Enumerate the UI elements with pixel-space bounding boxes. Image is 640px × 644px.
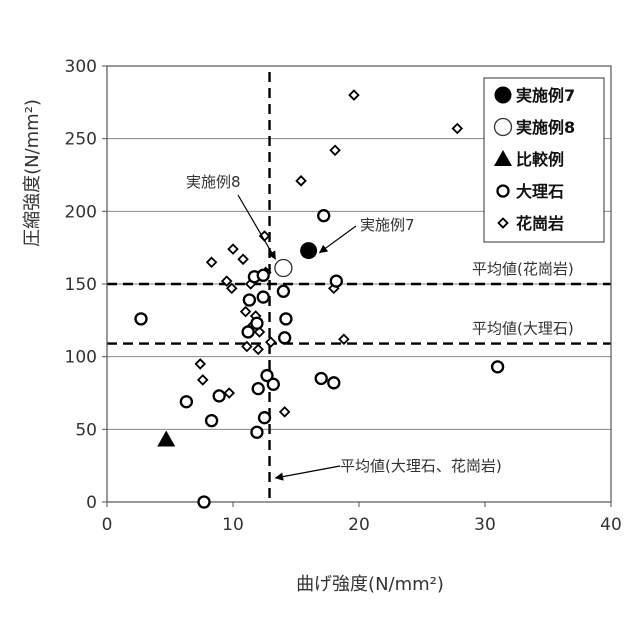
data-point (199, 497, 210, 508)
data-point (229, 245, 238, 254)
data-point (225, 389, 234, 398)
data-point (251, 427, 262, 438)
annotation-label: 実施例8 (186, 173, 241, 191)
data-point (258, 292, 269, 303)
data-point (227, 284, 236, 293)
annotation-label: 実施例7 (360, 216, 415, 234)
data-point (254, 345, 263, 354)
data-point (207, 258, 216, 267)
y-axis-title: 圧縮強度(N/mm²) (22, 99, 43, 247)
data-point (328, 377, 339, 388)
annotations: 実施例8 実施例7 (186, 173, 415, 259)
data-point (280, 313, 291, 324)
annotation-arrow (320, 226, 356, 253)
data-point (136, 313, 147, 324)
legend-entry: 実施例8 (516, 118, 575, 137)
x-tick-label: 40 (600, 515, 622, 535)
legend-entry: 実施例7 (516, 86, 575, 105)
data-point (297, 176, 306, 185)
data-point (157, 431, 175, 447)
legend-entry: 大理石 (516, 182, 564, 201)
data-point (243, 326, 254, 337)
data-point (259, 412, 270, 423)
y-tick-label: 200 (65, 202, 97, 222)
data-point (316, 373, 327, 384)
legend-marker (495, 119, 512, 136)
data-point (275, 260, 292, 277)
data-point (278, 286, 289, 297)
reference-line-label: 平均値(花崗岩) (472, 260, 574, 278)
data-point (244, 294, 255, 305)
data-point (280, 407, 289, 416)
data-point (318, 210, 329, 221)
data-point (331, 146, 340, 155)
data-point (300, 242, 317, 259)
data-point (196, 359, 205, 368)
data-point (258, 270, 269, 281)
data-points (136, 91, 504, 508)
data-point (279, 332, 290, 343)
data-point (251, 318, 262, 329)
data-point (198, 375, 207, 384)
legend-entry: 比較例 (516, 150, 564, 169)
x-tick-label: 20 (348, 515, 370, 535)
x-tick-label: 10 (222, 515, 244, 535)
y-tick-label: 150 (65, 275, 97, 295)
data-point (349, 91, 358, 100)
data-point (239, 255, 248, 264)
data-point (266, 338, 275, 347)
legend-marker (495, 87, 512, 104)
reference-line-label: 平均値(大理石) (472, 320, 574, 338)
y-tick-label: 100 (65, 348, 97, 368)
reference-line-label: 平均値(大理石、花崗岩) (340, 457, 502, 475)
data-point (241, 307, 250, 316)
x-axis-title: 曲げ強度(N/mm²) (296, 574, 444, 595)
y-tick-label: 50 (75, 420, 97, 440)
data-point (268, 379, 279, 390)
legend-marker (498, 186, 509, 197)
data-point (339, 335, 348, 344)
data-point (206, 415, 217, 426)
y-tick-label: 0 (86, 493, 97, 513)
y-tick-label: 250 (65, 130, 97, 150)
data-point (214, 390, 225, 401)
data-point (331, 276, 342, 287)
data-point (492, 361, 503, 372)
legend: 実施例7 実施例8 比較例大理石花崗岩 (484, 78, 604, 242)
data-point (453, 124, 462, 133)
data-point (253, 383, 264, 394)
y-tick-label: 300 (65, 57, 97, 77)
x-tick-label: 0 (102, 515, 113, 535)
reference-arrow (276, 466, 340, 478)
legend-entry: 花崗岩 (516, 214, 564, 233)
x-tick-label: 30 (474, 515, 496, 535)
data-point (181, 396, 192, 407)
